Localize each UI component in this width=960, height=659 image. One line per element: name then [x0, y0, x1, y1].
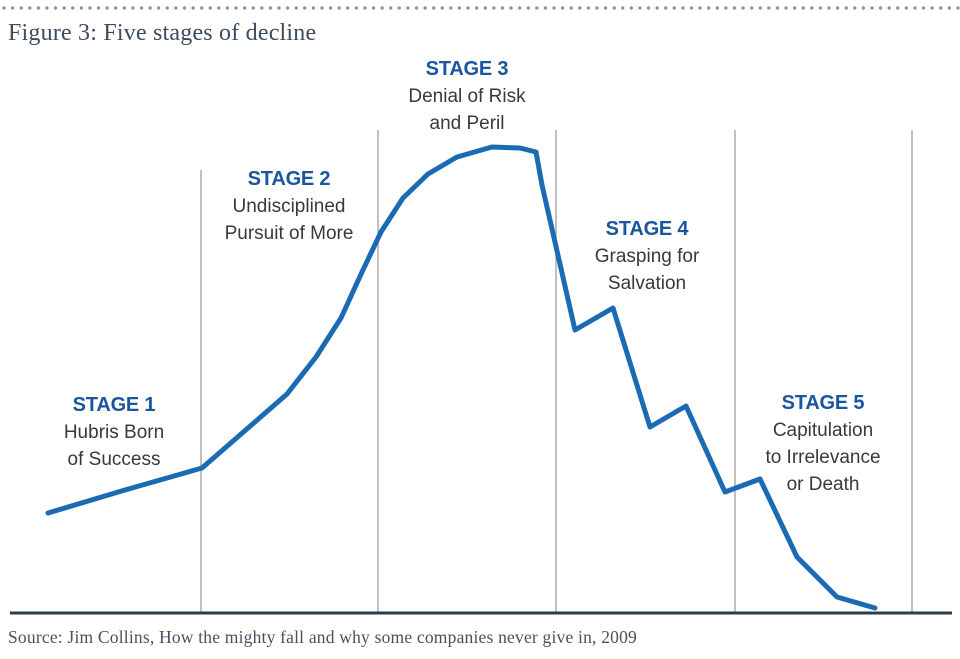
dotted-top-border [0, 4, 960, 12]
stage-3-title: STAGE 3 [425, 58, 509, 80]
stage-label-5: STAGE 5 Capitulation to Irrelevance or D… [765, 390, 880, 498]
stage-label-3: STAGE 3 Denial of Risk and Peril [408, 56, 525, 137]
stage-3-sublabel: Denial of Risk [408, 86, 526, 107]
stage-1-sublabel: Hubris Born [63, 422, 165, 443]
stage-5-title: STAGE 5 [781, 392, 865, 414]
stage-2-sublabel: Pursuit of More [224, 223, 354, 244]
stage-label-1: STAGE 1 Hubris Born of Success [64, 392, 164, 473]
stage-1-sublabel: of Success [67, 449, 161, 470]
decline-curve [45, 144, 878, 611]
stage-label-4: STAGE 4 Grasping for Salvation [595, 216, 700, 297]
stage-2-title: STAGE 2 [247, 168, 331, 190]
stage-divider-lines [200, 130, 913, 613]
stage-5-sublabel: or Death [786, 474, 860, 495]
stage-5-sublabel: to Irrelevance [765, 447, 881, 468]
figure-title: Figure 3: Five stages of decline [8, 20, 317, 46]
stage-4-sublabel: Salvation [607, 273, 687, 294]
stage-5-sublabel: Capitulation [772, 420, 874, 441]
stage-label-2: STAGE 2 Undisciplined Pursuit of More [225, 166, 354, 247]
stage-4-title: STAGE 4 [605, 218, 689, 240]
stage-4-sublabel: Grasping for [594, 246, 700, 267]
stage-2-sublabel: Undisciplined [232, 196, 346, 217]
stage-3-sublabel: and Peril [429, 113, 505, 134]
source-note: Source: Jim Collins, How the mighty fall… [8, 627, 638, 647]
stage-1-title: STAGE 1 [72, 394, 156, 416]
